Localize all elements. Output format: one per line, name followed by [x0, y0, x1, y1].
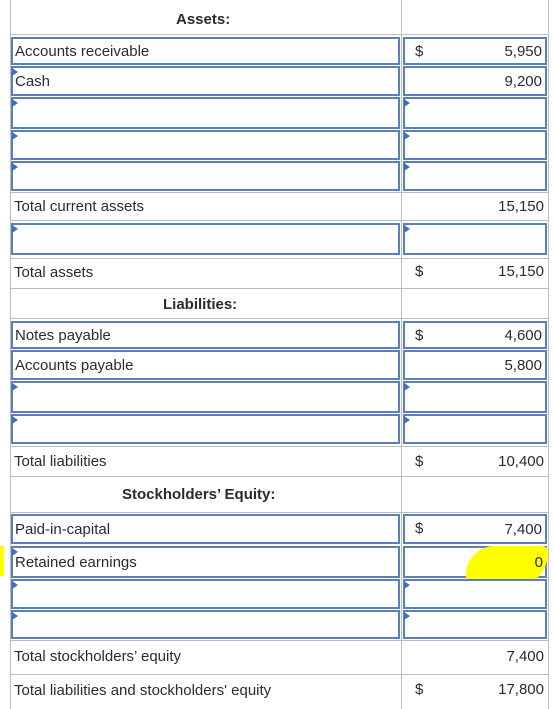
asset-blank-value-field-1[interactable] [403, 97, 547, 129]
row-divider [10, 34, 548, 35]
total-stockholders-equity-value: 7,400 [506, 648, 544, 665]
accounts-payable-value-field[interactable]: 5,800 [403, 350, 547, 380]
equity-blank-label-field-2[interactable] [11, 610, 400, 639]
highlight-mark [0, 546, 4, 576]
total-current-assets-value: 15,150 [498, 198, 544, 215]
input-marker-icon [12, 548, 18, 556]
total-liabilities-and-equity-label: Total liabilities and stockholders' equi… [14, 682, 272, 699]
liability-blank-label-field-2[interactable] [11, 414, 400, 444]
currency-symbol: $ [415, 263, 424, 280]
input-marker-icon [404, 132, 410, 140]
input-marker-icon [404, 163, 410, 171]
input-marker-icon [12, 612, 18, 620]
liability-blank-value-field-2[interactable] [403, 414, 547, 444]
row-divider [10, 512, 548, 513]
row-divider [10, 258, 548, 259]
asset-blank-label-field-2[interactable] [11, 130, 400, 160]
input-marker-icon [404, 99, 410, 107]
equity-heading: Stockholders’ Equity: [122, 486, 276, 503]
total-liabilities-and-equity-value: 17,800 [498, 681, 544, 698]
liability-blank-label-field-1[interactable] [11, 381, 400, 413]
column-divider [401, 0, 402, 709]
currency-symbol: $ [415, 520, 424, 537]
asset-blank-label-field-3[interactable] [11, 161, 400, 191]
total-current-assets-label: Total current assets [14, 198, 145, 215]
input-marker-icon [12, 68, 18, 76]
row-divider [10, 220, 548, 221]
row-divider [10, 288, 548, 289]
input-marker-icon [404, 612, 410, 620]
asset-blank-value-field-2[interactable] [403, 130, 547, 160]
accounts-receivable-label-field[interactable]: Accounts receivable [11, 37, 400, 65]
asset-blank-label-field-4[interactable] [11, 223, 400, 255]
notes-payable-label-field[interactable]: Notes payable [11, 321, 400, 349]
row-divider [10, 674, 548, 675]
input-marker-icon [12, 225, 18, 233]
row-divider [10, 446, 548, 447]
column-divider [10, 0, 11, 709]
retained-earnings-value: 0 [534, 554, 543, 571]
accounts-payable-label-field[interactable]: Accounts payable [11, 350, 400, 380]
paid-in-capital-label-field[interactable]: Paid-in-capital [11, 514, 400, 544]
currency-symbol: $ [415, 43, 424, 60]
equity-blank-label-field-1[interactable] [11, 579, 400, 609]
notes-payable-value-field[interactable]: 4,600 [403, 321, 547, 349]
input-marker-icon [12, 416, 18, 424]
assets-heading: Assets: [176, 11, 231, 28]
input-marker-icon [12, 99, 18, 107]
total-liabilities-label: Total liabilities [14, 453, 107, 470]
total-assets-label: Total assets [14, 264, 94, 281]
row-divider [10, 476, 548, 477]
total-assets-value: 15,150 [498, 263, 544, 280]
row-divider [10, 640, 548, 641]
input-marker-icon [404, 416, 410, 424]
asset-blank-label-field-1[interactable] [11, 97, 400, 129]
total-liabilities-value: 10,400 [498, 453, 544, 470]
column-divider [548, 0, 549, 709]
row-divider [10, 318, 548, 319]
cash-label-field[interactable]: Cash [11, 66, 400, 96]
asset-blank-value-field-3[interactable] [403, 161, 547, 191]
input-marker-icon [12, 383, 18, 391]
input-marker-icon [12, 132, 18, 140]
liabilities-heading: Liabilities: [163, 296, 238, 313]
currency-symbol: $ [415, 327, 424, 344]
cash-value-field[interactable]: 9,200 [403, 66, 547, 96]
input-marker-icon [404, 225, 410, 233]
equity-blank-value-field-1[interactable] [403, 579, 547, 609]
asset-blank-value-field-4[interactable] [403, 223, 547, 255]
input-marker-icon [404, 383, 410, 391]
input-marker-icon [404, 581, 410, 589]
retained-earnings-label-field[interactable]: Retained earnings [11, 546, 400, 578]
input-marker-icon [12, 581, 18, 589]
equity-blank-value-field-2[interactable] [403, 610, 547, 639]
total-stockholders-equity-label: Total stockholders’ equity [14, 648, 182, 665]
paid-in-capital-value-field[interactable]: 7,400 [403, 514, 547, 544]
input-marker-icon [12, 163, 18, 171]
currency-symbol: $ [415, 681, 424, 698]
currency-symbol: $ [415, 453, 424, 470]
liability-blank-value-field-1[interactable] [403, 381, 547, 413]
row-divider [10, 192, 548, 193]
accounts-receivable-value-field[interactable]: 5,950 [403, 37, 547, 65]
